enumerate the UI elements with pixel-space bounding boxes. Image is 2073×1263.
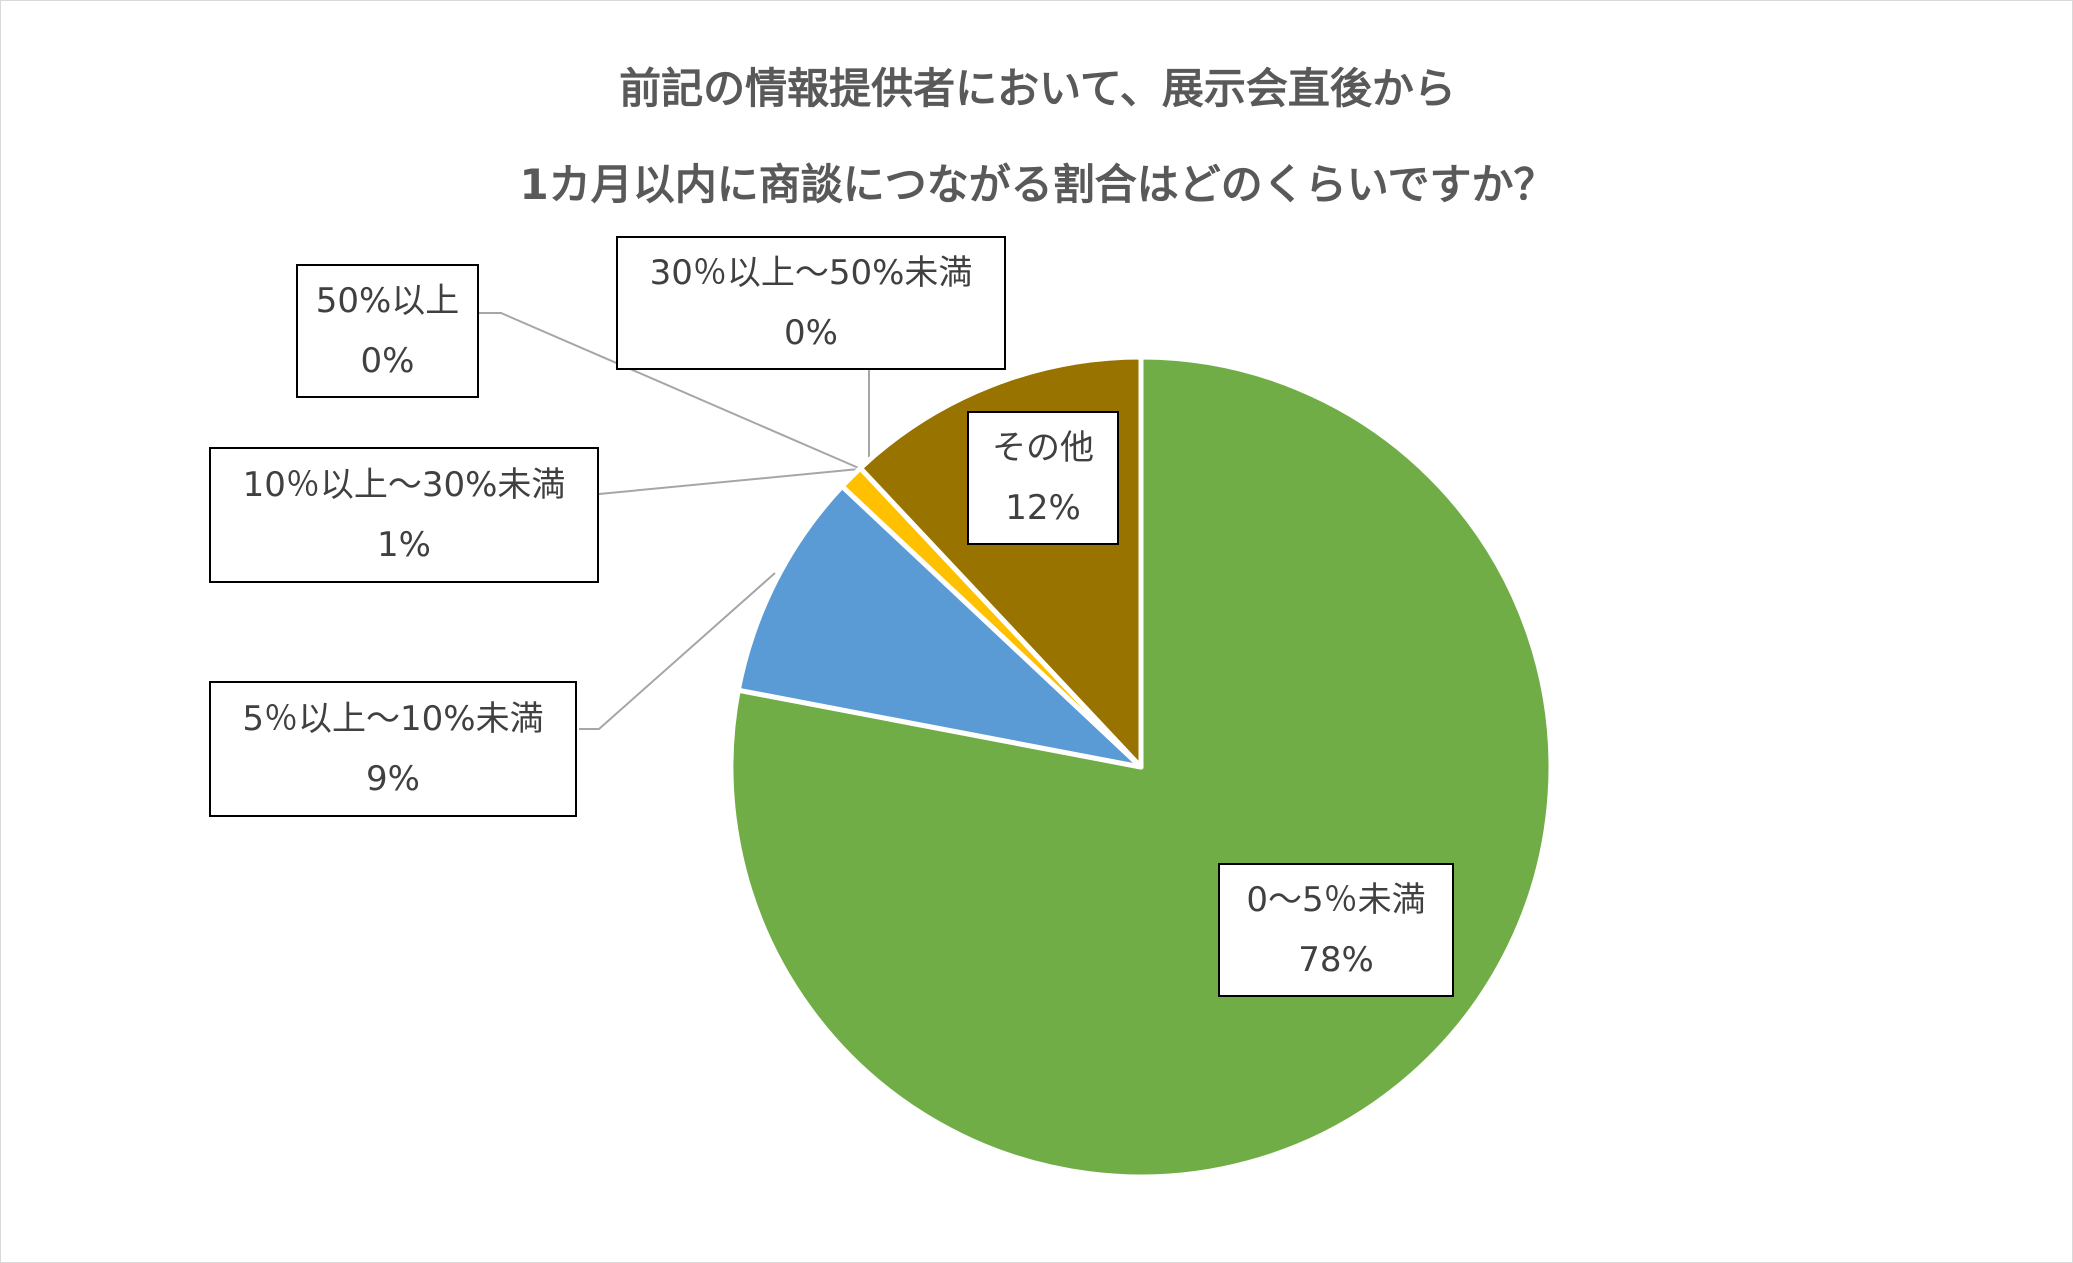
slice-value-10-30: 1%: [377, 525, 431, 565]
data-label-0-5: 0〜5％未満 78%: [1218, 863, 1454, 997]
leader-line-10-30: [598, 468, 860, 495]
slice-value-5-10: 9%: [366, 759, 420, 799]
slice-value-50-plus: 0%: [360, 341, 415, 381]
data-label-other: その他 12%: [967, 411, 1119, 545]
slice-value-other: 12%: [1005, 488, 1081, 528]
pie-slice-5-10: [735, 483, 1144, 770]
slice-label-50-plus: 50%以上: [315, 281, 460, 321]
slice-value-0-5: 78%: [1298, 940, 1374, 980]
leader-line-5-10: [579, 572, 776, 730]
slice-label-5-10: 5％以上〜10%未満: [242, 699, 544, 739]
data-label-10-30: 10％以上〜30%未満 1%: [209, 447, 599, 583]
data-label-5-10: 5％以上〜10%未満 9%: [209, 681, 577, 817]
data-label-30-50: 30％以上〜50%未満 0%: [616, 236, 1006, 370]
slice-label-10-30: 10％以上〜30%未満: [242, 465, 566, 505]
chart-title-line-1: 前記の情報提供者において、展示会直後から: [619, 64, 1456, 113]
slice-label-0-5: 0〜5％未満: [1246, 880, 1426, 920]
slice-label-30-50: 30％以上〜50%未満: [649, 253, 973, 293]
leader-line-50-plus: [479, 312, 862, 470]
slice-label-other: その他: [992, 428, 1094, 468]
slice-value-30-50: 0%: [784, 313, 838, 353]
chart-title: 前記の情報提供者において、展示会直後から 1カ月以内に商談につながる割合はどのく…: [1, 41, 2073, 233]
data-label-50-plus: 50%以上 0%: [296, 264, 479, 398]
chart-title-line-2: 1カ月以内に商談につながる割合はどのくらいですか？: [519, 160, 1556, 209]
